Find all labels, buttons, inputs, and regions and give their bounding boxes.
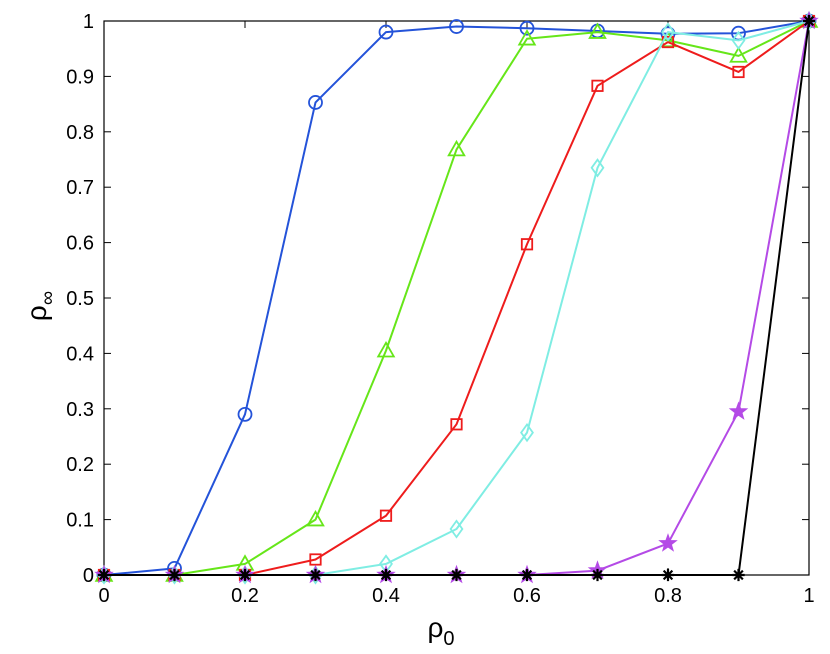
series-line	[104, 20, 810, 576]
data-point-asterisk	[238, 568, 252, 582]
y-tick-label: 0.7	[66, 177, 94, 199]
y-tick-label: 0	[83, 565, 94, 587]
y-axis-label-sub: ∞	[37, 291, 59, 305]
data-point-asterisk	[450, 568, 463, 582]
data-point-circle	[237, 406, 253, 422]
y-tick-label: 0.4	[66, 343, 94, 365]
x-tick-label: 0	[98, 585, 109, 607]
plot-area	[103, 20, 810, 576]
y-tick-label: 0.9	[66, 66, 94, 88]
x-tick-label: 1	[803, 585, 814, 607]
data-point-triangle	[376, 341, 396, 358]
data-point-asterisk	[309, 568, 322, 582]
x-axis-label: ρ0	[427, 612, 454, 650]
series-line	[103, 20, 810, 576]
data-point-star	[658, 533, 678, 552]
data-point-asterisk	[379, 568, 393, 582]
data-point-square	[732, 65, 745, 79]
x-tick-label: 0.4	[372, 585, 400, 607]
data-point-circle	[308, 95, 323, 110]
x-tick-label: 0.6	[513, 585, 541, 607]
data-point-circle	[519, 20, 535, 36]
data-point-asterisk	[168, 568, 181, 582]
data-point-asterisk	[732, 568, 745, 582]
x-tick-label: 0.8	[654, 585, 682, 607]
y-tick-label: 0.2	[66, 454, 94, 476]
data-point-diamond	[661, 22, 675, 42]
series-layer	[94, 10, 819, 585]
data-point-diamond	[731, 30, 746, 51]
data-point-asterisk	[661, 568, 675, 582]
data-point-circle	[449, 19, 464, 34]
y-axis-label: ρ∞	[21, 291, 59, 321]
data-point-asterisk	[591, 568, 604, 582]
data-point-diamond	[520, 422, 534, 443]
tick-labels: 0 0.2 0.4 0.6 0.8 1 0 0.1 0.2 0.3 0.4 0.5 0.6 0.7 0.8 0…	[66, 11, 814, 607]
data-point-triangle	[588, 22, 607, 39]
y-tick-label: 0.1	[66, 510, 94, 532]
y-tick-label: 1	[83, 11, 94, 33]
data-point-asterisk	[802, 14, 816, 28]
y-tick-label: 0.8	[66, 122, 94, 144]
data-point-diamond	[449, 519, 464, 539]
data-point-triangle	[729, 46, 748, 63]
data-point-diamond	[590, 158, 605, 178]
y-tick-label: 0.5	[66, 288, 94, 310]
data-point-square	[309, 553, 322, 566]
data-point-square	[520, 238, 534, 251]
data-point-triangle	[306, 509, 325, 527]
x-axis-label-main: ρ	[427, 612, 443, 643]
y-tick-label: 0.6	[66, 233, 94, 255]
data-point-square	[379, 509, 393, 522]
x-axis-label-sub: 0	[443, 628, 454, 650]
data-point-circle	[378, 24, 394, 40]
data-point-square	[591, 79, 604, 92]
data-point-square	[450, 418, 463, 431]
y-tick-label: 0.3	[66, 399, 94, 421]
y-axis-label-main: ρ	[21, 305, 52, 321]
data-point-asterisk	[520, 568, 534, 582]
x-tick-label: 0.2	[231, 585, 259, 607]
data-point-star	[728, 401, 749, 420]
data-point-asterisk	[97, 568, 111, 582]
data-point-triangle	[517, 29, 537, 46]
data-point-triangle	[447, 139, 466, 157]
